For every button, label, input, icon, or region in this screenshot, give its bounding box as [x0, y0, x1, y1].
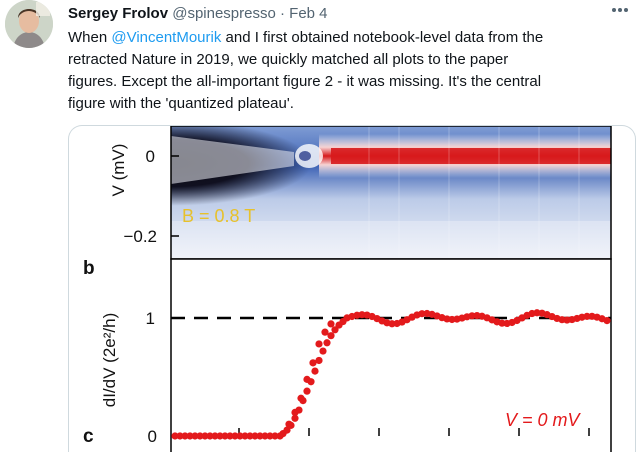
data-marker [266, 432, 274, 440]
data-marker [186, 432, 194, 440]
tweet-text-fragment: and I first obtained notebook-level data… [221, 29, 544, 46]
data-marker [261, 432, 269, 440]
data-marker [315, 356, 323, 365]
data-marker [583, 312, 591, 320]
data-marker [226, 432, 234, 440]
author-handle[interactable]: @spinespresso [172, 5, 276, 22]
tweet-text: When @VincentMourik and I first obtained… [68, 27, 633, 115]
data-marker [323, 339, 331, 347]
data-marker [171, 432, 179, 440]
data-marker [303, 375, 311, 383]
more-icon[interactable] [606, 0, 634, 20]
data-marker [256, 432, 264, 440]
data-marker [315, 340, 323, 348]
data-marker [291, 408, 299, 416]
data-marker [309, 359, 317, 367]
data-marker [191, 432, 199, 440]
data-marker [201, 432, 209, 440]
b-ylabel: dI/dV (2e²/h) [100, 313, 119, 408]
b-tick-one: 1 [146, 309, 155, 328]
data-marker [271, 432, 279, 440]
data-marker [216, 432, 224, 440]
colormap-panel [170, 126, 612, 260]
top-tick-neg: −0.2 [123, 227, 157, 246]
tweet-text-line: When @VincentMourik and I first obtained… [68, 27, 633, 49]
data-marker [251, 432, 259, 440]
tweet-media[interactable]: V (mV) 0 −0.2 B = 0.8 T dI/dV (2e²/h) 1 … [68, 125, 636, 452]
data-marker [285, 420, 293, 428]
data-marker [236, 432, 244, 440]
data-markers [171, 309, 611, 440]
data-marker [181, 432, 189, 440]
tweet-text-fragment: When [68, 29, 112, 46]
data-marker [246, 432, 254, 440]
panel-letter-b: b [83, 258, 95, 279]
avatar-photo [5, 0, 53, 48]
tweet-text-line: retracted Nature in 2019, we quickly mat… [68, 51, 509, 68]
data-marker [206, 432, 214, 440]
author-name[interactable]: Sergey Frolov [68, 5, 169, 22]
data-marker [221, 432, 229, 440]
data-marker [231, 432, 239, 440]
data-marker [331, 326, 339, 334]
data-marker [211, 432, 219, 440]
mention-link[interactable]: @VincentMourik [111, 29, 222, 46]
conductance-panel [170, 258, 612, 452]
data-marker [291, 414, 299, 422]
data-marker [327, 332, 335, 340]
data-marker [241, 432, 249, 440]
tweet-date[interactable]: Feb 4 [289, 5, 328, 22]
b-tick-zero: 0 [148, 427, 157, 446]
top-tick-zero: 0 [146, 147, 155, 166]
data-marker [327, 320, 335, 328]
panel-letter-c: c [83, 426, 94, 447]
tweet-text-line: figures. Except the all-important figure… [68, 73, 542, 90]
tweet-header: Sergey Frolov @spinespresso · Feb 4 [68, 4, 328, 24]
tweet-text-line: figure with the 'quantized plateau'. [68, 95, 294, 112]
data-marker [283, 426, 291, 434]
data-marker [176, 432, 184, 440]
data-marker [603, 317, 611, 325]
data-marker [297, 394, 305, 402]
field-label: B = 0.8 T [182, 206, 255, 226]
figure-image: V (mV) 0 −0.2 B = 0.8 T dI/dV (2e²/h) 1 … [83, 126, 612, 452]
avatar[interactable] [5, 0, 53, 48]
data-marker [319, 347, 327, 355]
data-marker [303, 387, 311, 395]
data-marker [321, 328, 329, 336]
data-marker [196, 432, 204, 440]
data-marker [311, 367, 319, 375]
trace-label: V = 0 mV [505, 410, 582, 430]
header-separator: · [280, 5, 285, 22]
top-ylabel: V (mV) [109, 144, 128, 197]
